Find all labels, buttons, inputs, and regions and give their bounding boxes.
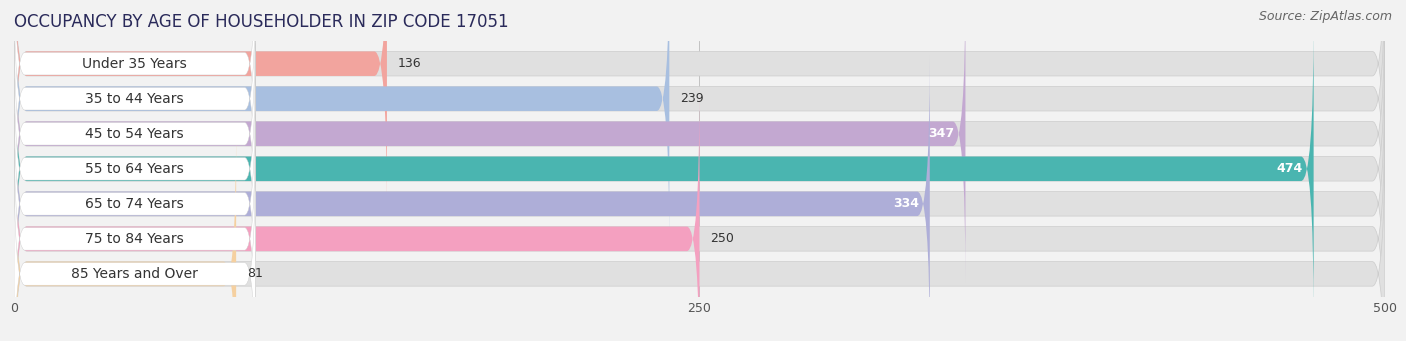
FancyBboxPatch shape xyxy=(14,9,256,259)
Text: OCCUPANCY BY AGE OF HOUSEHOLDER IN ZIP CODE 17051: OCCUPANCY BY AGE OF HOUSEHOLDER IN ZIP C… xyxy=(14,13,509,31)
Text: 250: 250 xyxy=(710,232,734,246)
FancyBboxPatch shape xyxy=(14,0,1385,282)
FancyBboxPatch shape xyxy=(14,55,1385,341)
FancyBboxPatch shape xyxy=(14,0,966,282)
Text: 45 to 54 Years: 45 to 54 Years xyxy=(86,127,184,141)
Text: Under 35 Years: Under 35 Years xyxy=(83,57,187,71)
Text: 85 Years and Over: 85 Years and Over xyxy=(72,267,198,281)
Text: 55 to 64 Years: 55 to 64 Years xyxy=(86,162,184,176)
FancyBboxPatch shape xyxy=(14,0,387,212)
Text: 334: 334 xyxy=(893,197,920,210)
Text: 347: 347 xyxy=(928,127,955,140)
FancyBboxPatch shape xyxy=(14,90,700,341)
FancyBboxPatch shape xyxy=(14,20,1385,317)
FancyBboxPatch shape xyxy=(14,0,256,224)
FancyBboxPatch shape xyxy=(14,125,236,341)
FancyBboxPatch shape xyxy=(14,90,1385,341)
Text: 474: 474 xyxy=(1277,162,1303,175)
FancyBboxPatch shape xyxy=(14,125,1385,341)
FancyBboxPatch shape xyxy=(14,149,256,341)
Text: 35 to 44 Years: 35 to 44 Years xyxy=(86,92,184,106)
FancyBboxPatch shape xyxy=(14,114,256,341)
FancyBboxPatch shape xyxy=(14,55,929,341)
FancyBboxPatch shape xyxy=(14,43,256,294)
Text: 136: 136 xyxy=(398,57,422,70)
FancyBboxPatch shape xyxy=(14,0,669,247)
FancyBboxPatch shape xyxy=(14,20,1313,317)
FancyBboxPatch shape xyxy=(14,0,1385,247)
FancyBboxPatch shape xyxy=(14,78,256,329)
Text: 75 to 84 Years: 75 to 84 Years xyxy=(86,232,184,246)
Text: 65 to 74 Years: 65 to 74 Years xyxy=(86,197,184,211)
Text: Source: ZipAtlas.com: Source: ZipAtlas.com xyxy=(1258,10,1392,23)
Text: 239: 239 xyxy=(681,92,704,105)
FancyBboxPatch shape xyxy=(14,0,256,189)
Text: 81: 81 xyxy=(247,267,263,280)
FancyBboxPatch shape xyxy=(14,0,1385,212)
